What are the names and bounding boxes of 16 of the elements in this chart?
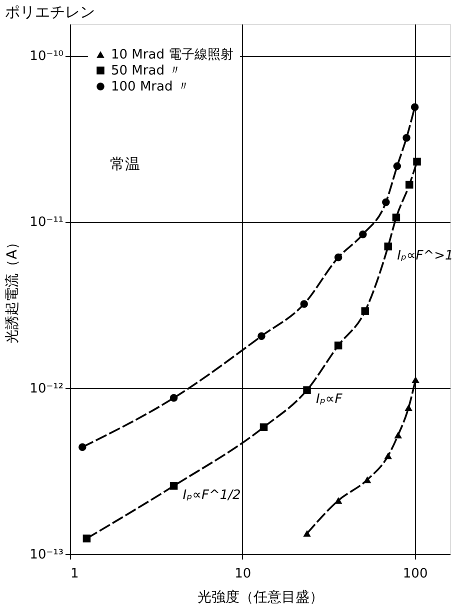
annotation: Iₚ∝F^1/2 (182, 488, 241, 503)
y-tick-label: 10⁻¹⁰ (30, 49, 64, 64)
y-tick-label: 10⁻¹¹ (30, 215, 64, 230)
y-axis-title: 光誘起電流（A） (4, 236, 21, 344)
legend-label: 10 Mrad 電子線照射 (111, 48, 234, 62)
annotation: 常温 (110, 155, 140, 173)
x-tick-label: 10 (234, 566, 252, 582)
y-tick-label: 10⁻¹³ (30, 548, 64, 562)
x-tick-label: 100 (402, 566, 428, 582)
x-axis-title: 光強度（任意目盛） (198, 590, 324, 606)
legend-label: 50 Mrad 〃 (111, 64, 182, 78)
annotation: Iₚ∝F (316, 392, 343, 408)
chart-title: ポリエチレン (5, 3, 96, 21)
x-tick-label: 1 (70, 566, 79, 582)
y-tick-label: 10⁻¹² (30, 381, 64, 396)
legend-label: 100 Mrad 〃 (111, 80, 190, 94)
